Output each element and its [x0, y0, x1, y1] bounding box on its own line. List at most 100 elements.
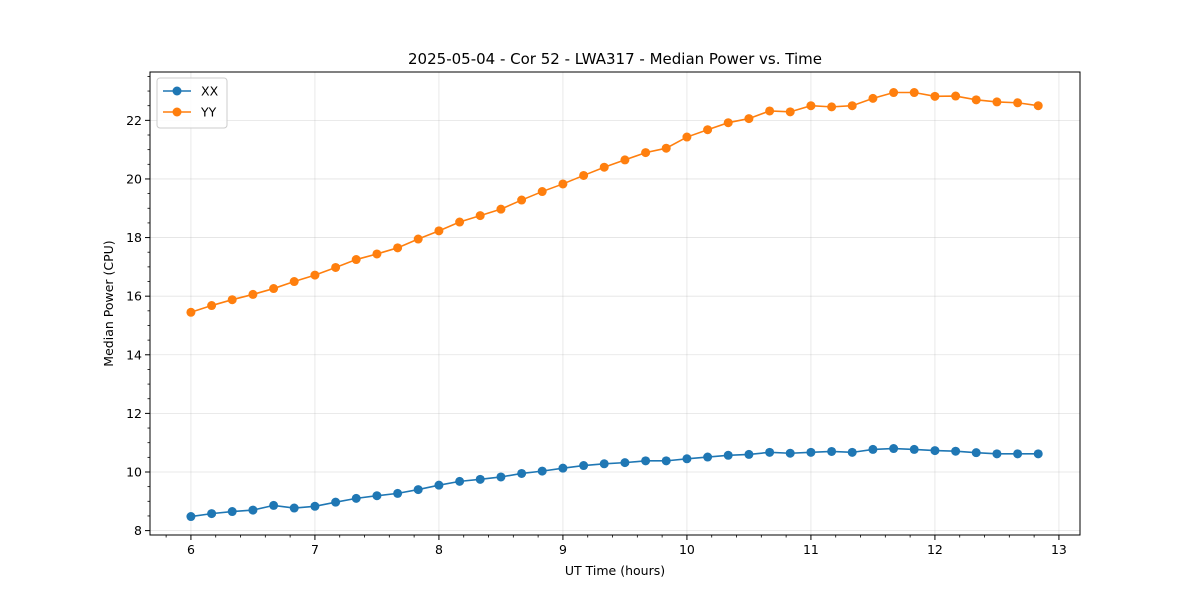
data-point-yy — [455, 217, 465, 227]
chart-title: 2025-05-04 - Cor 52 - LWA317 - Median Po… — [408, 50, 822, 68]
x-tick-label: 11 — [803, 542, 819, 557]
x-tick-label: 10 — [679, 542, 695, 557]
data-point-xx — [765, 447, 775, 457]
data-point-yy — [393, 243, 403, 253]
data-point-yy — [579, 170, 589, 180]
series-xx — [186, 444, 1043, 522]
data-point-xx — [806, 447, 816, 457]
data-point-yy — [847, 101, 857, 111]
y-tick-label: 12 — [126, 406, 142, 421]
data-point-xx — [496, 472, 506, 482]
data-point-yy — [765, 106, 775, 116]
plot-frame — [149, 71, 1081, 536]
data-point-xx — [289, 503, 299, 513]
data-point-xx — [413, 485, 423, 495]
x-tick-label: 8 — [435, 542, 443, 557]
x-tick-label: 6 — [187, 542, 195, 557]
data-point-yy — [331, 262, 341, 272]
x-tick-label: 13 — [1051, 542, 1067, 557]
data-point-xx — [682, 454, 692, 464]
data-point-yy — [227, 295, 237, 305]
legend-marker-yy — [172, 107, 182, 117]
data-point-xx — [744, 449, 754, 459]
x-tick-label: 7 — [311, 542, 319, 557]
series-layer — [186, 88, 1043, 522]
axis-ticks: 6 7 8 9 10 11 12 13 8 10 12 14 16 18 20 22 — [126, 75, 1067, 557]
data-point-xx — [475, 474, 485, 484]
data-point-yy — [868, 93, 878, 103]
data-point-yy — [496, 204, 506, 214]
data-point-xx — [620, 458, 630, 468]
x-tick-label: 12 — [927, 542, 943, 557]
data-point-yy — [207, 301, 217, 311]
data-point-xx — [455, 476, 465, 486]
y-tick-label: 22 — [126, 113, 142, 128]
legend-item-yy: YY — [163, 105, 217, 120]
y-tick-label: 8 — [134, 523, 142, 538]
legend-marker-xx — [172, 86, 182, 96]
data-point-yy — [827, 102, 837, 112]
data-point-yy — [413, 234, 423, 244]
data-point-xx — [537, 466, 547, 476]
data-point-xx — [227, 507, 237, 517]
data-point-xx — [186, 512, 196, 522]
data-point-yy — [744, 114, 754, 124]
data-point-xx — [579, 461, 589, 471]
data-point-yy — [930, 91, 940, 101]
data-point-xx — [517, 468, 527, 478]
data-point-yy — [992, 97, 1002, 107]
grid-lines — [150, 72, 1080, 535]
data-point-yy — [703, 125, 713, 135]
data-point-yy — [1033, 101, 1043, 111]
data-point-yy — [661, 143, 671, 153]
data-point-xx — [269, 500, 279, 510]
legend-item-xx: XX — [163, 84, 219, 99]
data-point-xx — [558, 463, 568, 473]
data-point-yy — [475, 211, 485, 221]
data-point-yy — [785, 107, 795, 117]
data-point-xx — [930, 446, 940, 456]
y-axis-label: Median Power (CPU) — [101, 240, 116, 366]
data-point-yy — [909, 88, 919, 98]
data-point-xx — [827, 446, 837, 456]
data-point-xx — [372, 491, 382, 501]
data-point-xx — [1013, 449, 1023, 459]
y-tick-label: 16 — [126, 289, 142, 304]
data-point-yy — [971, 95, 981, 105]
legend-label-yy: YY — [200, 105, 217, 120]
data-point-yy — [537, 187, 547, 197]
data-point-xx — [599, 459, 609, 469]
data-point-yy — [1013, 98, 1023, 108]
data-point-yy — [372, 249, 382, 259]
data-point-yy — [599, 162, 609, 172]
data-point-xx — [661, 456, 671, 466]
legend-label-xx: XX — [201, 84, 219, 99]
data-point-yy — [310, 270, 320, 280]
y-tick-label: 18 — [126, 230, 142, 245]
data-point-yy — [289, 277, 299, 287]
data-point-xx — [992, 449, 1002, 459]
data-point-yy — [434, 226, 444, 236]
data-point-xx — [641, 456, 651, 466]
data-point-yy — [269, 284, 279, 294]
data-point-xx — [248, 505, 258, 515]
data-point-yy — [723, 118, 733, 128]
data-point-yy — [889, 88, 899, 98]
data-point-yy — [620, 155, 630, 165]
legend: XX YY — [156, 77, 228, 129]
data-point-xx — [868, 444, 878, 454]
data-point-yy — [186, 307, 196, 317]
data-point-xx — [310, 501, 320, 511]
y-tick-label: 20 — [126, 171, 142, 186]
data-point-xx — [785, 448, 795, 458]
data-point-yy — [682, 132, 692, 142]
y-tick-label: 14 — [126, 347, 142, 362]
data-point-xx — [393, 488, 403, 498]
data-point-xx — [207, 509, 217, 519]
data-point-yy — [351, 255, 361, 265]
data-point-yy — [951, 91, 961, 101]
data-point-xx — [331, 497, 341, 507]
data-point-yy — [517, 195, 527, 205]
data-point-yy — [641, 148, 651, 158]
